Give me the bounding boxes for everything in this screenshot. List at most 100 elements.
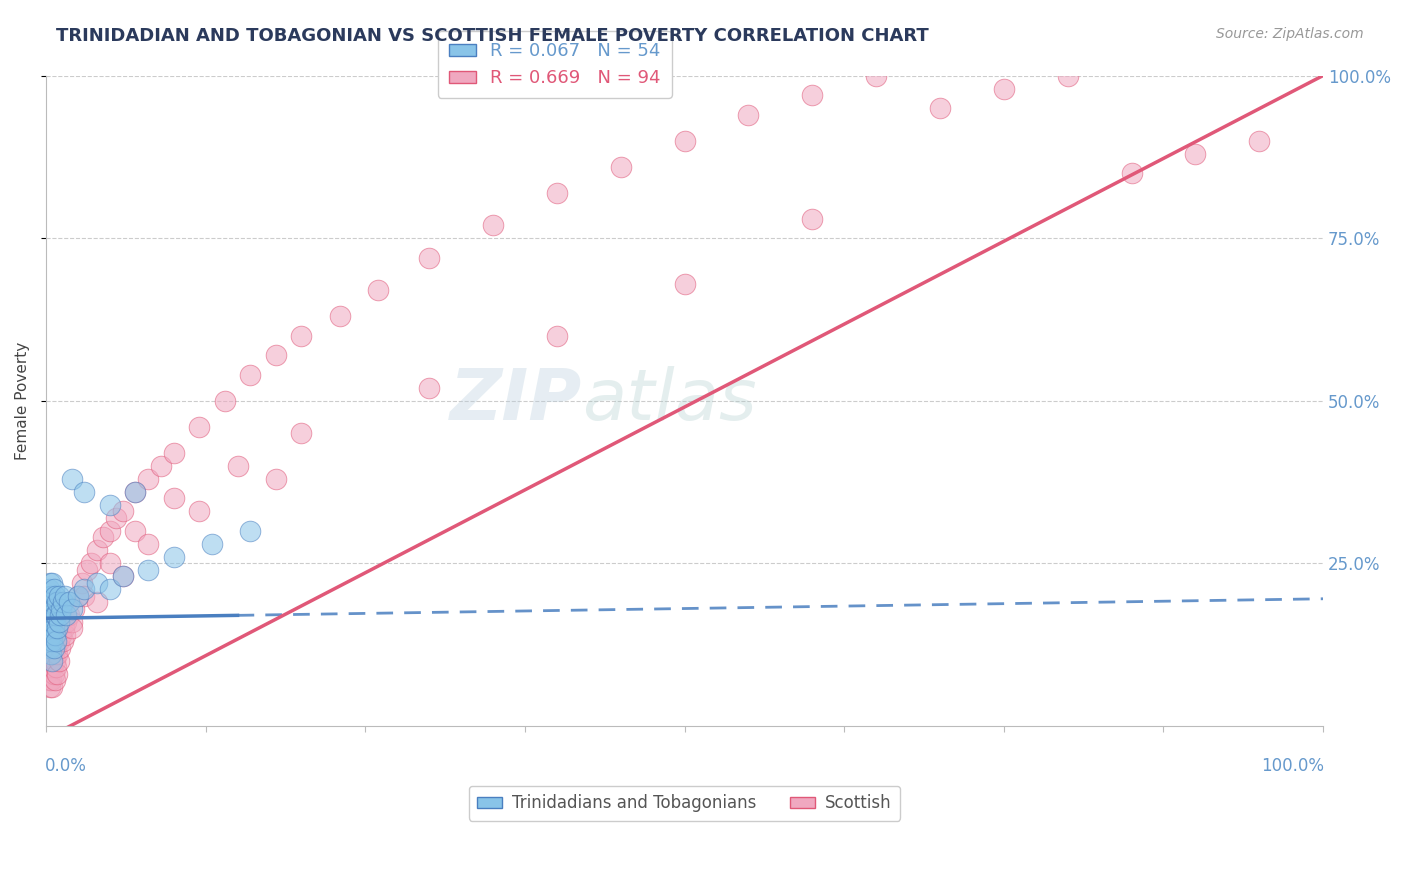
Point [38,607,60,622]
Text: atlas: atlas [582,366,756,435]
Point [42,627,65,641]
Point [39,673,62,687]
Point [38,607,60,622]
Point [38,582,60,596]
Point [86,595,108,609]
Point [46,647,69,661]
Point [38,640,60,655]
Point [418,251,440,265]
Point [58,595,80,609]
Point [801,211,824,226]
Point [44,627,66,641]
Point [546,186,568,200]
Point [38,621,60,635]
Point [239,368,262,382]
Point [48,589,70,603]
Point [52,595,75,609]
Point [38,589,60,603]
Point [58,607,80,622]
Point [79,556,101,570]
Point [1249,134,1271,148]
Point [801,88,824,103]
Point [98,582,121,596]
Point [37,666,59,681]
Point [163,445,186,459]
Point [86,543,108,558]
Text: TRINIDADIAN AND TOBAGONIAN VS SCOTTISH FEMALE POVERTY CORRELATION CHART: TRINIDADIAN AND TOBAGONIAN VS SCOTTISH F… [56,27,929,45]
Text: 100.0%: 100.0% [1261,757,1324,775]
Point [38,627,60,641]
Point [136,562,159,576]
Point [188,419,211,434]
Text: ZIP: ZIP [450,366,582,435]
Point [37,621,59,635]
Point [929,101,952,115]
Point [37,607,59,622]
Point [45,660,67,674]
Point [38,660,60,674]
Point [70,575,93,590]
Point [41,680,63,694]
Point [329,309,352,323]
Point [46,595,69,609]
Point [37,595,59,609]
Point [42,647,65,661]
Point [39,627,62,641]
Point [60,615,83,629]
Point [38,634,60,648]
Point [38,640,60,655]
Point [45,640,67,655]
Point [39,634,62,648]
Point [264,471,287,485]
Point [45,634,67,648]
Point [52,621,75,635]
Point [52,634,75,648]
Point [546,328,568,343]
Point [136,536,159,550]
Point [39,615,62,629]
Point [149,458,172,473]
Point [44,673,66,687]
Point [290,425,312,440]
Point [41,575,63,590]
Y-axis label: Female Poverty: Female Poverty [15,342,30,459]
Point [37,621,59,635]
Point [49,640,72,655]
Point [37,654,59,668]
Point [86,575,108,590]
Point [66,589,89,603]
Point [239,524,262,538]
Point [39,589,62,603]
Point [48,615,70,629]
Point [38,660,60,674]
Point [418,380,440,394]
Point [214,393,236,408]
Point [37,640,59,655]
Point [111,569,134,583]
Point [111,569,134,583]
Point [98,498,121,512]
Point [53,589,76,603]
Point [124,524,146,538]
Point [44,654,66,668]
Point [38,680,60,694]
Text: 0.0%: 0.0% [45,757,87,775]
Point [42,666,65,681]
Point [46,621,69,635]
Point [38,601,60,615]
Point [201,536,224,550]
Point [51,601,73,615]
Point [60,621,83,635]
Point [73,484,96,499]
Point [1121,166,1143,180]
Point [737,107,759,121]
Point [39,654,62,668]
Point [993,81,1015,95]
Point [124,484,146,499]
Point [53,627,76,641]
Point [41,634,63,648]
Point [41,621,63,635]
Point [41,595,63,609]
Point [55,615,77,629]
Point [41,640,63,655]
